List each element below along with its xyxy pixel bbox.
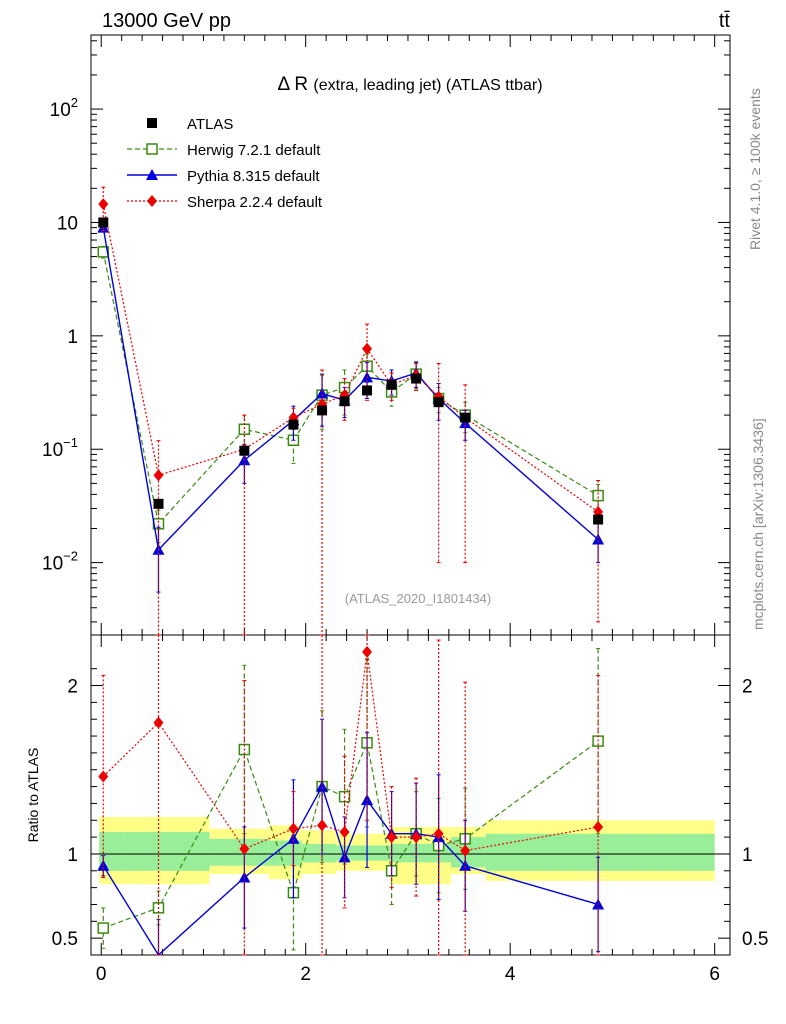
ratio-point-sherpa	[239, 842, 250, 855]
axis-ticks: 10−2 10−1 1 10 102 0 2 4 6 0.5 0.5 1 1 2 2	[42, 35, 768, 985]
legend-marker-sherpa	[147, 195, 157, 207]
main-point-atlas	[239, 445, 250, 456]
ratio-ylabel: Ratio to ATLAS	[25, 748, 41, 843]
rivet-label: Rivet 4.1.0, ≥ 100k events	[747, 88, 763, 250]
ratio-point-sherpa	[362, 645, 373, 658]
main-point-herwig	[97, 246, 110, 258]
ratio-xtick-label: 2	[300, 964, 311, 985]
ratio-point-sherpa	[593, 821, 604, 833]
legend-label-sherpa: Sherpa 2.2.4 default	[187, 194, 323, 211]
main-point-atlas	[386, 379, 397, 390]
main-ytick-label: 102	[50, 95, 78, 121]
band-inner-8	[485, 833, 715, 871]
ratio-xtick-label: 4	[505, 964, 516, 985]
main-line-pythia	[102, 227, 599, 552]
legend-entry-sherpa: Sherpa 2.2.4 default	[127, 194, 323, 211]
band-inner-2	[209, 838, 269, 866]
legend-marker-atlas	[147, 118, 157, 128]
process-label: tt̄	[719, 10, 731, 32]
main-line-herwig	[102, 251, 599, 526]
main-line-sherpa	[102, 204, 599, 513]
ratio-ytick-label-left: 1	[67, 845, 78, 866]
ratio-point-sherpa	[411, 831, 422, 844]
main-series-pythia	[97, 221, 605, 593]
ratio-ytick-label-right: 2	[742, 677, 753, 698]
main-point-atlas	[288, 419, 299, 430]
analysis-id: (ATLAS_2020_I1801434)	[345, 591, 491, 606]
main-point-sherpa	[98, 198, 109, 211]
main-point-atlas	[460, 412, 471, 423]
main-point-atlas	[593, 514, 604, 525]
legend-marker-herwig	[146, 143, 158, 155]
ratio-frame	[90, 634, 731, 956]
main-point-pythia	[316, 387, 329, 399]
legend-entry-pythia: Pythia 8.315 default	[127, 168, 320, 185]
ratio-point-sherpa	[98, 770, 109, 783]
plot-title: Δ R (extra, leading jet) (ATLAS ttbar)	[277, 74, 542, 95]
legend-label-atlas: ATLAS	[187, 116, 233, 133]
main-ytick-label: 10−2	[42, 549, 78, 575]
legend-label-pythia: Pythia 8.315 default	[187, 168, 320, 185]
ratio-point-sherpa	[288, 822, 299, 835]
legend: ATLAS Herwig 7.2.1 default Pythia 8.315 …	[127, 116, 323, 211]
ratio-point-herwig	[97, 922, 110, 934]
main-point-atlas	[317, 405, 328, 416]
main-point-atlas	[433, 397, 444, 408]
ratio-line-sherpa	[102, 651, 599, 852]
ratio-ytick-label-left: 2	[67, 677, 78, 698]
main-point-pythia	[592, 533, 605, 545]
ratio-point-sherpa	[317, 819, 328, 832]
main-point-atlas	[153, 498, 164, 509]
ratio-point-sherpa	[153, 716, 164, 729]
data-series	[97, 186, 605, 957]
ratio-ytick-label-right: 1	[742, 845, 753, 866]
ratio-xtick-label: 6	[709, 964, 720, 985]
legend-marker-pythia	[146, 169, 158, 180]
main-point-herwig	[592, 489, 604, 502]
energy-label: 13000 GeV pp	[102, 10, 231, 32]
ratio-uncertainty-bands	[91, 816, 730, 885]
ratio-point-sherpa	[386, 831, 397, 844]
legend-entry-atlas: ATLAS	[147, 116, 233, 133]
ratio-ytick-label-right: 0.5	[742, 929, 768, 950]
main-point-sherpa	[153, 469, 164, 482]
ratio-point-pythia	[287, 832, 300, 844]
ratio-series-sherpa	[98, 634, 604, 956]
ratio-xtick-label: 0	[96, 964, 107, 985]
main-series-atlas	[98, 217, 604, 525]
ratio-point-sherpa	[339, 826, 350, 839]
main-ytick-label: 10−1	[42, 435, 78, 461]
legend-entry-herwig: Herwig 7.2.1 default	[127, 142, 321, 159]
main-series-sherpa	[98, 186, 604, 636]
main-ytick-label: 1	[67, 327, 78, 348]
band-inner-5	[336, 845, 392, 861]
main-ytick-label: 10	[57, 213, 78, 234]
ratio-series-herwig	[97, 647, 604, 951]
ratio-point-sherpa	[460, 844, 471, 857]
ratio-axes	[90, 634, 731, 956]
main-point-atlas	[98, 217, 109, 228]
legend-label-herwig: Herwig 7.2.1 default	[187, 142, 321, 159]
ratio-ytick-label-left: 0.5	[52, 929, 78, 950]
ratio-point-pythia	[459, 859, 472, 871]
ratio-point-pythia	[316, 780, 329, 792]
band-inner-3	[268, 840, 302, 866]
main-point-sherpa	[362, 342, 373, 355]
band-inner-4	[301, 843, 337, 863]
main-point-atlas	[411, 373, 422, 384]
main-point-atlas	[362, 385, 373, 396]
ratio-point-sherpa	[433, 827, 444, 840]
mcplots-label: mcplots.cern.ch [arXiv:1306.3436]	[750, 418, 766, 630]
main-point-atlas	[339, 396, 350, 407]
